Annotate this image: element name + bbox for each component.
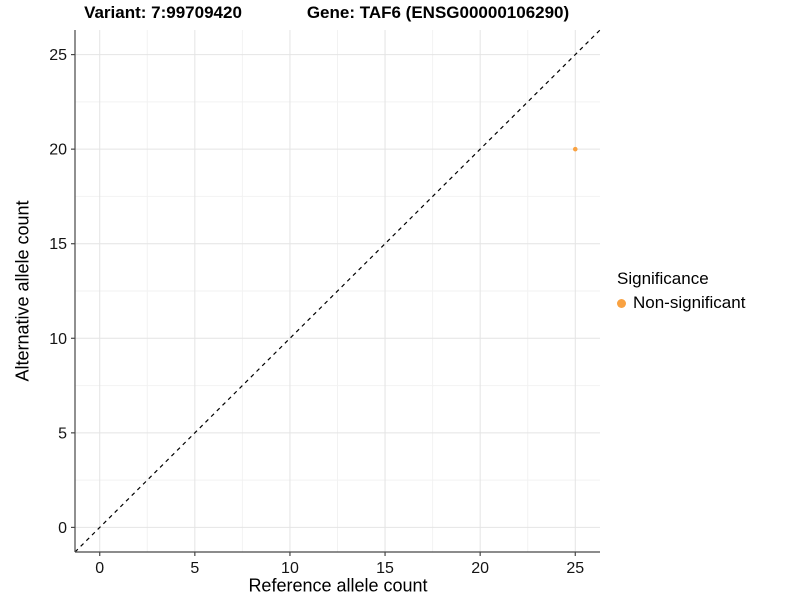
legend-point-icon: [617, 298, 626, 308]
legend-entry: Non-significant: [617, 293, 745, 313]
data-point: [572, 146, 578, 152]
gene-title: Gene: TAF6 (ENSG00000106290): [306, 3, 570, 22]
x-tick-label: 0: [95, 560, 104, 577]
y-tick-label: 15: [49, 236, 67, 253]
y-tick-label: 5: [58, 425, 67, 442]
y-axis-title: Alternative allele count: [12, 200, 33, 382]
y-tick-label: 20: [49, 142, 67, 159]
x-tick-label: 25: [566, 560, 584, 577]
legend-entry-label: Non-significant: [633, 293, 746, 312]
legend: Significance Non-significant: [617, 269, 745, 313]
y-tick-label: 10: [49, 331, 67, 348]
y-tick-label: 0: [58, 520, 67, 537]
identity-line: [74, 29, 601, 553]
x-tick-label: 5: [190, 560, 199, 577]
x-axis-title: Reference allele count: [248, 575, 428, 596]
variant-title: Variant: 7:99709420: [84, 3, 242, 22]
x-tick-label: 20: [471, 560, 489, 577]
x-tick-label: 10: [281, 560, 299, 577]
legend-title: Significance: [617, 269, 709, 288]
x-tick-label: 15: [376, 560, 394, 577]
y-tick-label: 25: [49, 47, 67, 64]
